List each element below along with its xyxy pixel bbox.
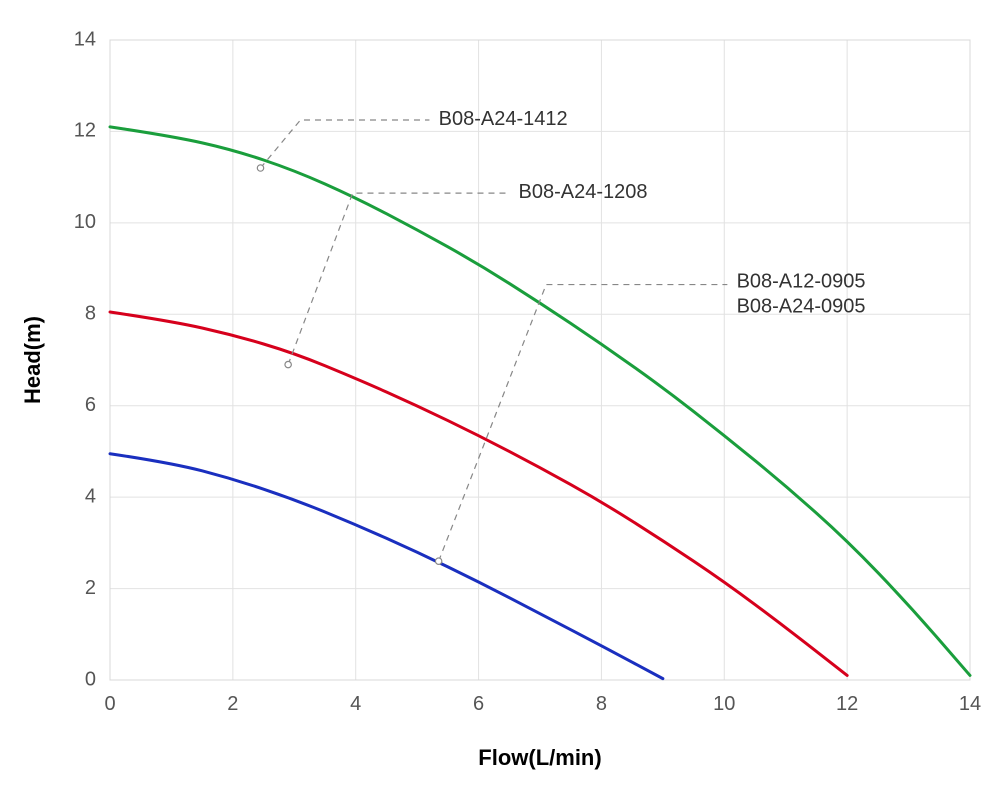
y-tick-label: 4 — [85, 485, 96, 507]
callout-anchor-marker — [257, 165, 263, 171]
x-tick-label: 10 — [713, 693, 735, 715]
x-tick-label: 6 — [473, 693, 484, 715]
y-tick-label: 14 — [74, 28, 96, 50]
callout-anchor-marker — [435, 558, 441, 564]
y-tick-label: 0 — [85, 668, 96, 690]
x-tick-label: 12 — [836, 693, 858, 715]
callout-anchor-marker — [285, 361, 291, 367]
y-tick-label: 2 — [85, 577, 96, 599]
chart-svg: B08-A24-1412B08-A24-1208B08-A12-0905B08-… — [0, 0, 1000, 800]
plot-background — [110, 40, 970, 680]
x-axis-label: Flow(L/min) — [478, 745, 601, 770]
plot-area: B08-A24-1412B08-A24-1208B08-A12-0905B08-… — [110, 40, 970, 680]
y-tick-label: 8 — [85, 303, 96, 325]
x-tick-label: 0 — [104, 693, 115, 715]
y-axis-label: Head(m) — [20, 316, 45, 404]
x-tick-label: 8 — [596, 693, 607, 715]
y-tick-label: 10 — [74, 211, 96, 233]
pump-curve-chart: B08-A24-1412B08-A24-1208B08-A12-0905B08-… — [0, 0, 1000, 800]
callout-label: B08-A24-1412 — [439, 108, 568, 130]
x-tick-label: 2 — [227, 693, 238, 715]
y-tick-label: 6 — [85, 394, 96, 416]
y-tick-label: 12 — [74, 120, 96, 142]
x-tick-label: 14 — [959, 693, 981, 715]
x-tick-label: 4 — [350, 693, 361, 715]
callout-label: B08-A24-1208 — [519, 181, 648, 203]
